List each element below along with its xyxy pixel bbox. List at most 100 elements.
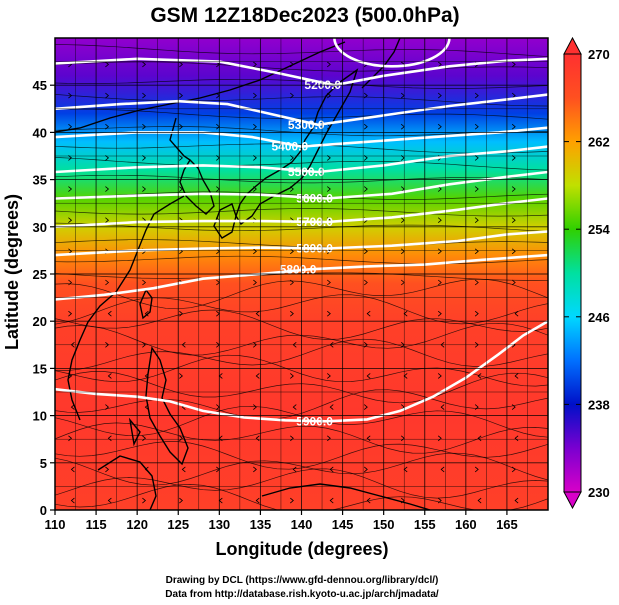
y-tick-label: 5 bbox=[40, 456, 47, 471]
y-tick-label: 40 bbox=[33, 125, 47, 140]
wind-arrowhead bbox=[105, 466, 110, 473]
wind-arrowhead bbox=[179, 373, 183, 379]
wind-arrowhead bbox=[253, 123, 257, 130]
wind-arrowhead bbox=[437, 61, 442, 68]
wind-arrowhead bbox=[68, 217, 73, 223]
wind-arrowhead bbox=[142, 435, 147, 442]
wind-arrowhead bbox=[142, 92, 147, 99]
wind-arrowhead bbox=[366, 435, 371, 442]
wind-arrowhead bbox=[437, 497, 442, 504]
x-tick-label: 130 bbox=[208, 517, 230, 532]
wind-arrowhead bbox=[474, 92, 479, 99]
coastline-new-guinea bbox=[261, 483, 431, 510]
x-tick-label: 150 bbox=[373, 517, 395, 532]
y-tick-label: 0 bbox=[40, 503, 47, 518]
x-tick-label: 160 bbox=[455, 517, 477, 532]
wind-arrowhead bbox=[437, 92, 442, 99]
colorbar-tick-label: 254 bbox=[588, 222, 610, 237]
wind-arrowhead bbox=[327, 186, 331, 192]
wind-arrowhead bbox=[292, 404, 297, 410]
contour-label: 5500.0 bbox=[288, 165, 325, 179]
colorbar-body bbox=[563, 53, 582, 493]
x-tick-label: 135 bbox=[250, 517, 272, 532]
wind-arrowhead bbox=[511, 404, 516, 410]
y-tick-label: 35 bbox=[33, 173, 47, 188]
wind-arrowhead bbox=[181, 466, 186, 473]
x-tick-label: 165 bbox=[496, 517, 518, 532]
wind-arrowhead bbox=[363, 279, 368, 286]
x-tick-label: 155 bbox=[414, 517, 436, 532]
wind-arrowhead bbox=[329, 466, 334, 473]
wind-arrowhead bbox=[68, 279, 73, 286]
colorbar-ticks: 230 238 246 254 262 270 bbox=[564, 47, 610, 500]
wind-arrowhead bbox=[363, 248, 368, 255]
wind-arrowhead bbox=[179, 61, 183, 68]
wind-arrowhead bbox=[253, 466, 257, 473]
wind-arrowhead bbox=[474, 186, 479, 192]
wind-arrowhead bbox=[363, 466, 368, 473]
wind-arrowhead bbox=[105, 186, 110, 192]
colorbar-min-arrow bbox=[563, 491, 582, 510]
wind-arrowhead bbox=[511, 466, 516, 473]
wind-arrowhead bbox=[437, 186, 442, 192]
wind-arrowhead bbox=[514, 310, 519, 317]
wind-arrowhead bbox=[511, 279, 516, 286]
wind-arrowhead bbox=[327, 61, 331, 68]
wind-arrowhead bbox=[179, 123, 183, 130]
y-axis-ticks: 0 5 10 15 20 25 30 35 40 45 bbox=[33, 78, 55, 518]
wind-arrowhead bbox=[290, 248, 294, 255]
wind-arrowhead bbox=[477, 435, 482, 442]
wind-arrowhead bbox=[68, 435, 73, 442]
wind-arrowhead bbox=[511, 92, 516, 99]
wind-arrowhead bbox=[107, 310, 112, 317]
wind-arrowhead bbox=[253, 92, 257, 99]
wind-arrowhead bbox=[105, 61, 110, 68]
contour-line bbox=[55, 197, 548, 229]
wind-arrowhead bbox=[329, 404, 334, 410]
x-tick-label: 145 bbox=[332, 517, 354, 532]
wind-arrowhead bbox=[437, 279, 442, 286]
wind-arrowhead bbox=[363, 404, 368, 410]
wind-arrowhead bbox=[179, 92, 183, 99]
contour-line bbox=[55, 320, 548, 423]
wind-arrowhead bbox=[105, 279, 110, 286]
wind-arrowhead bbox=[290, 279, 294, 286]
wind-arrowhead bbox=[363, 123, 368, 130]
wind-arrowhead bbox=[290, 310, 294, 317]
wind-arrowhead bbox=[142, 497, 147, 504]
wind-arrowhead bbox=[142, 61, 147, 68]
wind-arrowhead bbox=[68, 186, 73, 192]
coastline-borneo bbox=[97, 455, 157, 510]
wind-arrowhead bbox=[255, 497, 260, 504]
colorbar-max-arrow bbox=[563, 36, 582, 55]
contour-label: 5800.0 bbox=[296, 242, 333, 256]
y-tick-label: 30 bbox=[33, 220, 47, 235]
x-axis-ticks: 110 115 120 125 130 135 140 145 150 155 160 165 bbox=[45, 510, 518, 532]
credit-data-source: Data from http://database.rish.kyoto-u.a… bbox=[165, 589, 439, 600]
wind-arrowhead bbox=[477, 373, 482, 379]
wind-arrowhead bbox=[511, 217, 516, 223]
wind-arrowhead bbox=[105, 217, 110, 223]
wind-arrowhead bbox=[107, 435, 112, 442]
wind-arrowhead bbox=[290, 435, 294, 442]
wind-arrowhead bbox=[255, 435, 260, 442]
wind-arrowhead bbox=[105, 404, 110, 410]
wind-arrowhead bbox=[253, 248, 257, 255]
wind-arrowhead bbox=[474, 217, 479, 223]
wind-arrowhead bbox=[511, 123, 516, 130]
wind-arrowhead bbox=[142, 279, 147, 286]
wind-arrowhead bbox=[105, 123, 110, 130]
y-axis-label: Latitude (degrees) bbox=[2, 194, 22, 350]
contour-line bbox=[55, 93, 548, 127]
wind-arrowhead bbox=[477, 497, 482, 504]
wind-arrowhead bbox=[253, 61, 257, 68]
wind-arrowhead bbox=[440, 404, 445, 410]
wind-arrowhead bbox=[70, 466, 75, 473]
contour-label: 5600.0 bbox=[296, 192, 333, 206]
contour-label: 5800.0 bbox=[280, 262, 317, 276]
wind-arrowhead bbox=[474, 466, 479, 473]
contour-closed-low bbox=[333, 38, 451, 68]
wind-arrowhead bbox=[474, 279, 479, 286]
wind-arrowhead bbox=[142, 123, 147, 130]
